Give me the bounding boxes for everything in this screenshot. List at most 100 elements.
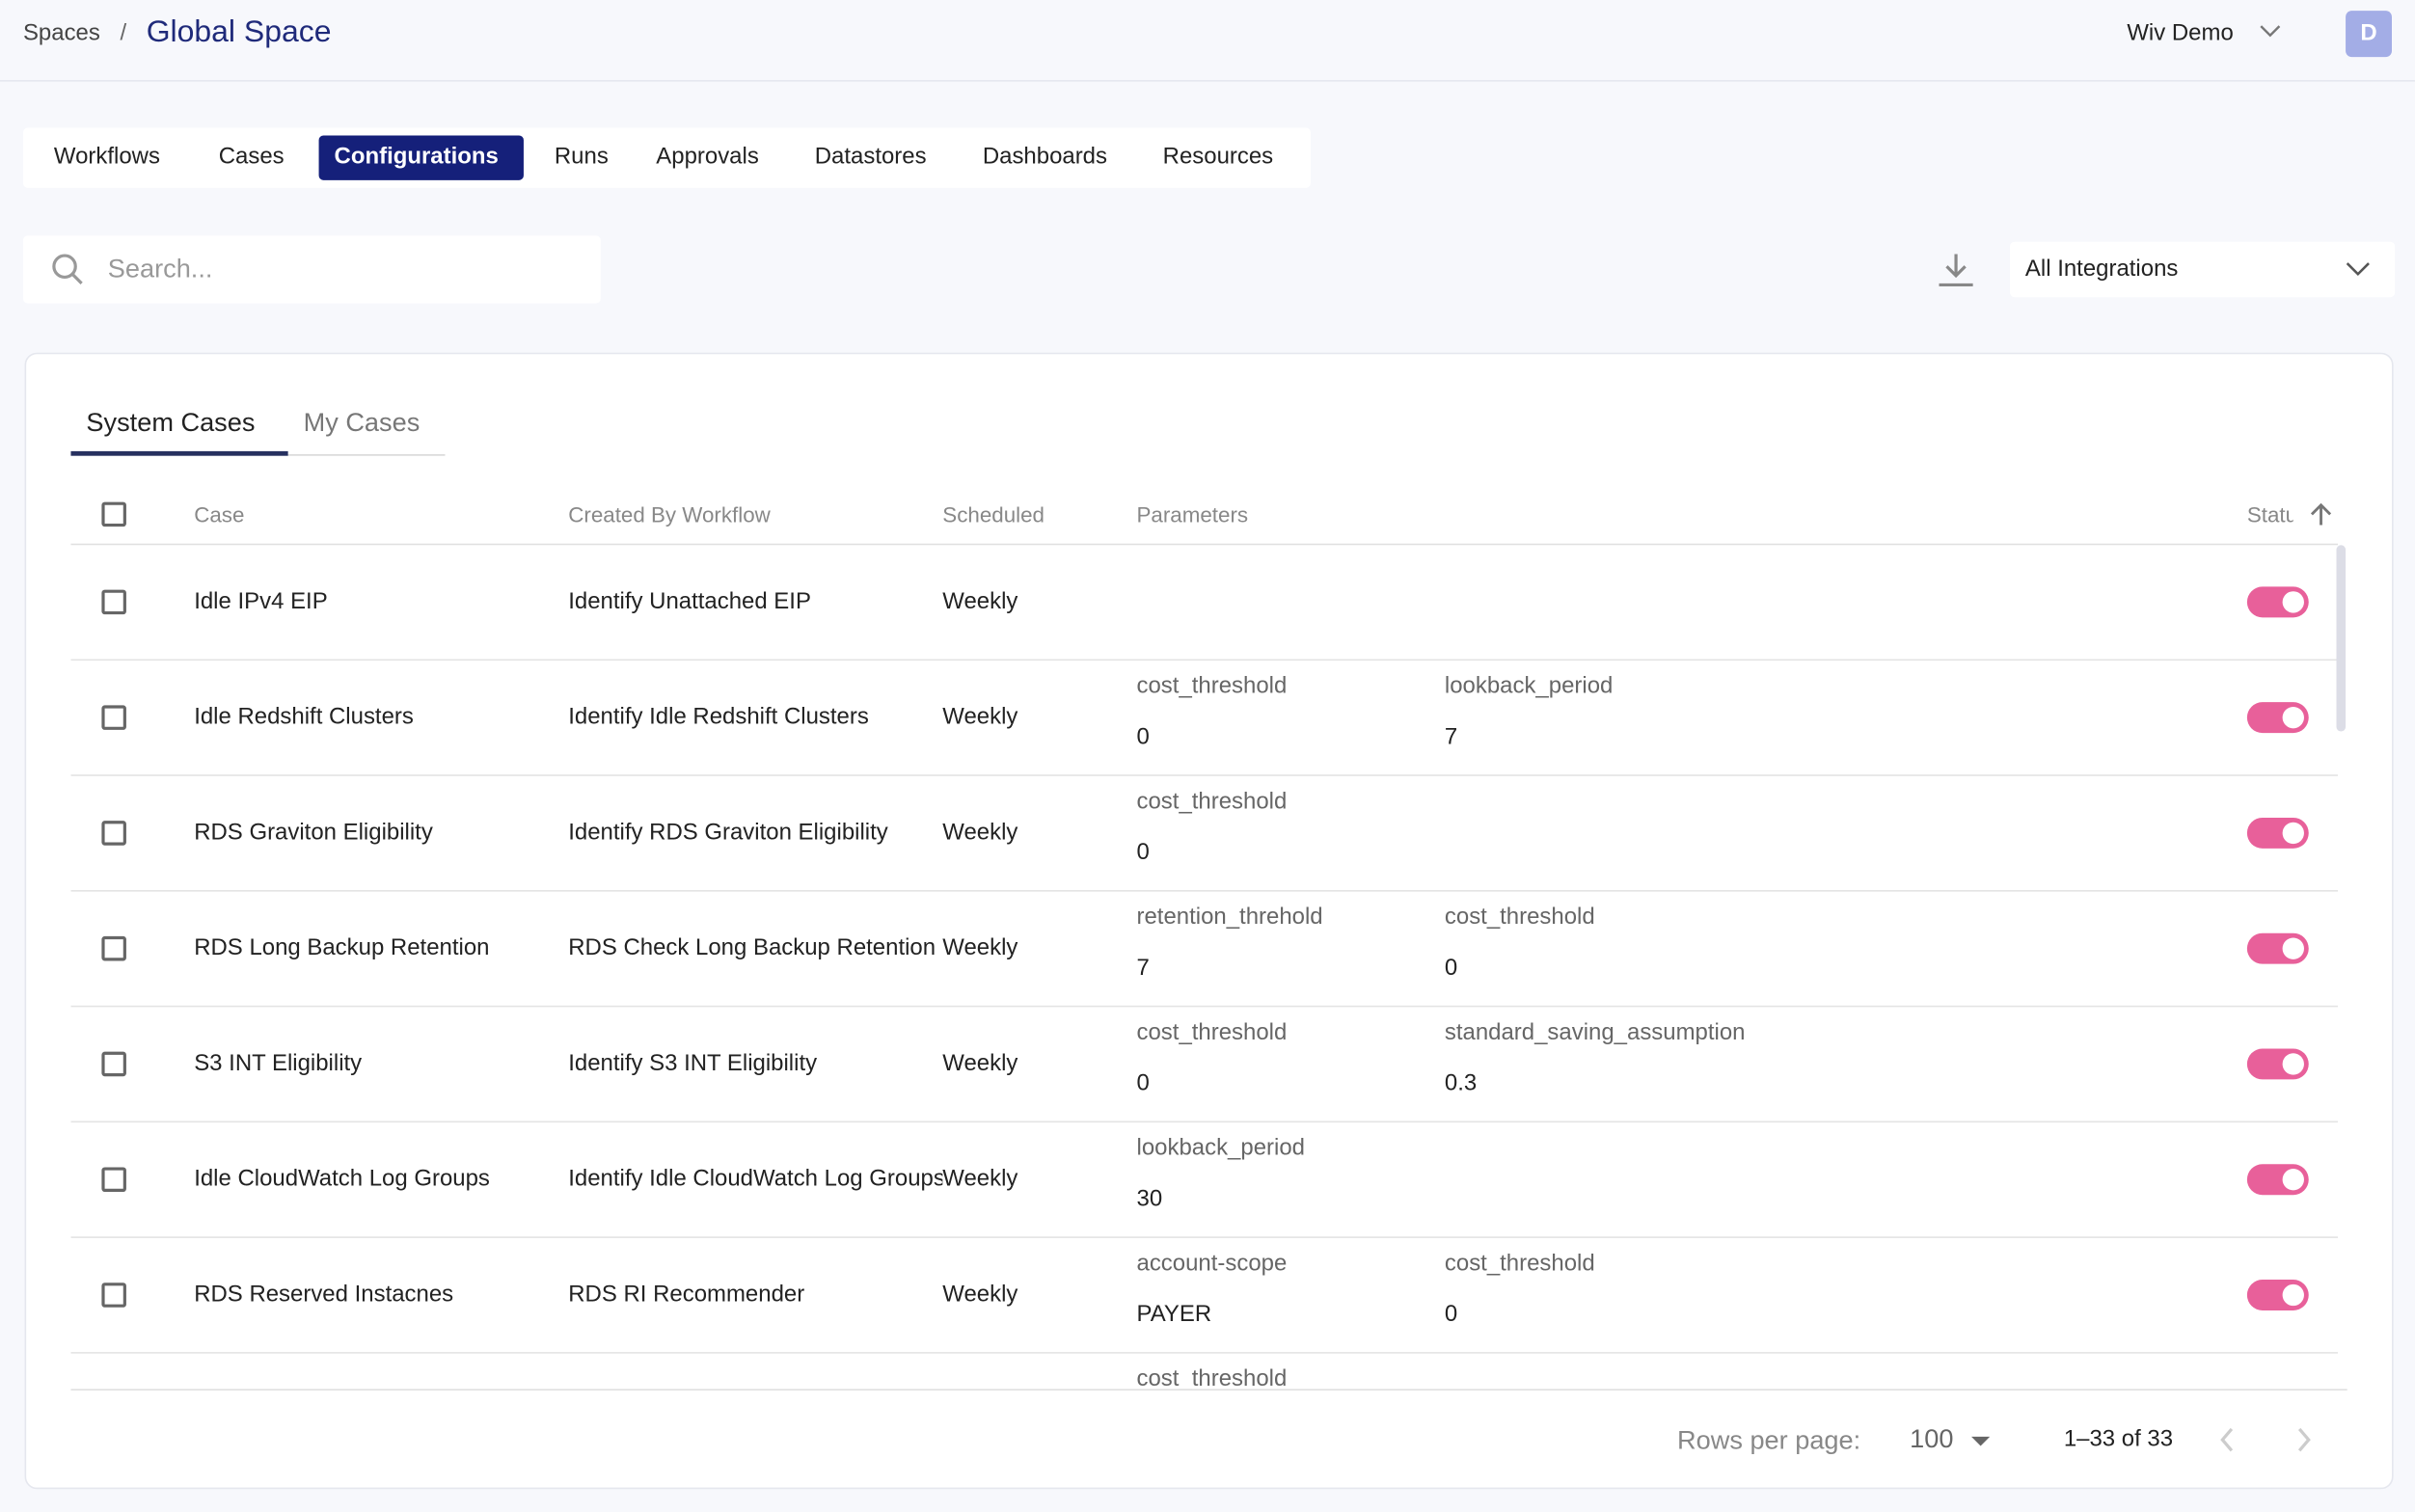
- status-toggle[interactable]: [2246, 702, 2309, 734]
- card: [24, 352, 2394, 1490]
- checkbox[interactable]: [101, 1051, 126, 1077]
- status-toggle[interactable]: [2246, 1164, 2309, 1196]
- tab[interactable]: Approvals: [656, 143, 759, 170]
- case-name: Idle IPv4 EIP: [194, 588, 328, 615]
- workflow-name: Identify Idle Redshift Clusters: [568, 703, 869, 730]
- status-toggle[interactable]: [2246, 817, 2309, 849]
- status-toggle[interactable]: [2246, 1280, 2309, 1310]
- row-line: [70, 659, 2339, 662]
- schedule: Weekly: [942, 1165, 1018, 1193]
- status-toggle[interactable]: [2246, 1048, 2309, 1080]
- column-header[interactable]: Status: [2246, 501, 2293, 527]
- status-toggle[interactable]: [2246, 932, 2309, 964]
- column-header: Created By Workflow: [568, 501, 771, 527]
- tab[interactable]: Configurations: [334, 143, 499, 170]
- param-name: account-scope: [1136, 1250, 1288, 1277]
- checkbox[interactable]: [101, 1167, 126, 1193]
- chevron: [2346, 262, 2370, 277]
- subtab[interactable]: System Cases: [86, 408, 256, 438]
- status-toggle[interactable]: [2246, 586, 2309, 618]
- tab[interactable]: Resources: [1162, 143, 1274, 170]
- row-line: [70, 1352, 2339, 1354]
- case-name: Idle CloudWatch Log Groups: [194, 1165, 490, 1193]
- param-value: 0.3: [1444, 1069, 1478, 1096]
- table-body: Idle IPv4 EIP Identify Unattached EIP Week…: [70, 545, 2339, 1391]
- checkbox[interactable]: [101, 501, 126, 527]
- schedule: Weekly: [942, 703, 1018, 730]
- row-line: [70, 1236, 2339, 1238]
- param-value: PAYER: [1136, 1301, 1212, 1328]
- caret[interactable]: [1969, 1435, 1991, 1447]
- divider: [70, 1389, 2347, 1391]
- param-name: cost_threshold: [1444, 1250, 1595, 1277]
- row-line: [70, 890, 2339, 892]
- param-value: 30: [1136, 1185, 1163, 1212]
- prev-page[interactable]: [2218, 1426, 2237, 1454]
- param-value: 0: [1136, 839, 1150, 866]
- tab[interactable]: Datastores: [814, 143, 927, 170]
- schedule: Weekly: [942, 819, 1018, 846]
- case-name: RDS Reserved Instacnes: [194, 1281, 454, 1308]
- column-header: Case: [194, 501, 245, 527]
- column-header: Parameters: [1136, 501, 1249, 527]
- param-value: 7: [1136, 955, 1150, 982]
- param-name: cost_threshold: [1136, 672, 1288, 699]
- download-icon[interactable]: [1936, 250, 1976, 290]
- param-name: cost_threshold: [1444, 904, 1595, 931]
- rows-label: Rows per page:: [1677, 1425, 1861, 1456]
- tab[interactable]: Workflows: [53, 143, 160, 170]
- param-value: 0: [1444, 1301, 1458, 1328]
- workflow-name: Identify S3 INT Eligibility: [568, 1050, 818, 1077]
- tab[interactable]: Cases: [218, 143, 285, 170]
- case-name: RDS Graviton Eligibility: [194, 819, 433, 846]
- checkbox[interactable]: [101, 821, 126, 846]
- header: [0, 0, 2415, 82]
- row-line: [70, 1005, 2339, 1008]
- schedule: Weekly: [942, 1050, 1018, 1077]
- case-name: S3 INT Eligibility: [194, 1050, 363, 1077]
- workflow-name: RDS Check Long Backup Retention: [568, 934, 936, 961]
- breadcrumb-separator: /: [120, 19, 127, 46]
- user-name[interactable]: Wiv Demo: [2127, 19, 2234, 46]
- subtab[interactable]: My Cases: [303, 408, 421, 438]
- workflow-name: Identify Unattached EIP: [568, 588, 811, 615]
- chevron[interactable]: [2260, 23, 2281, 39]
- checkbox[interactable]: [101, 705, 126, 730]
- page-range: 1–33 of 33: [2063, 1425, 2174, 1452]
- rows-per-page[interactable]: 100: [1910, 1424, 1954, 1454]
- row-line: [70, 1120, 2339, 1123]
- tab[interactable]: Runs: [554, 143, 609, 170]
- filter-label: All Integrations: [2024, 256, 2179, 283]
- param-value: 7: [1444, 723, 1458, 750]
- param-name: standard_saving_assumption: [1444, 1019, 1746, 1046]
- search-box[interactable]: [22, 235, 601, 304]
- schedule: Weekly: [942, 934, 1018, 961]
- header-line: [70, 543, 2339, 546]
- workflow-name: Identify RDS Graviton Eligibility: [568, 819, 888, 846]
- workflow-name: Identify Idle CloudWatch Log Groups: [568, 1165, 943, 1193]
- sort-arrow[interactable]: [2309, 502, 2334, 527]
- column-header: Scheduled: [942, 501, 1045, 527]
- checkbox[interactable]: [101, 935, 126, 961]
- breadcrumb-parent[interactable]: Spaces: [22, 19, 100, 46]
- search-icon: [52, 254, 83, 284]
- workflow-name: RDS RI Recommender: [568, 1281, 805, 1308]
- case-name: Idle Redshift Clusters: [194, 703, 414, 730]
- checkbox[interactable]: [101, 589, 126, 615]
- row-line: [70, 774, 2339, 776]
- case-name: RDS Long Backup Retention: [194, 934, 490, 961]
- param-name: retention_threhold: [1136, 904, 1323, 931]
- next-page[interactable]: [2294, 1426, 2313, 1454]
- checkbox[interactable]: [101, 1282, 126, 1308]
- breadcrumb-current: Global Space: [146, 14, 332, 50]
- avatar[interactable]: D: [2346, 11, 2392, 58]
- scrollbar[interactable]: [2336, 545, 2347, 732]
- schedule: Weekly: [942, 1281, 1018, 1308]
- param-name: cost_threshold: [1136, 1365, 1288, 1391]
- schedule: Weekly: [942, 588, 1018, 615]
- param-value: 0: [1136, 723, 1150, 750]
- param-name: lookback_period: [1444, 672, 1614, 699]
- tab[interactable]: Dashboards: [982, 143, 1107, 170]
- filter-dropdown[interactable]: [2009, 241, 2396, 298]
